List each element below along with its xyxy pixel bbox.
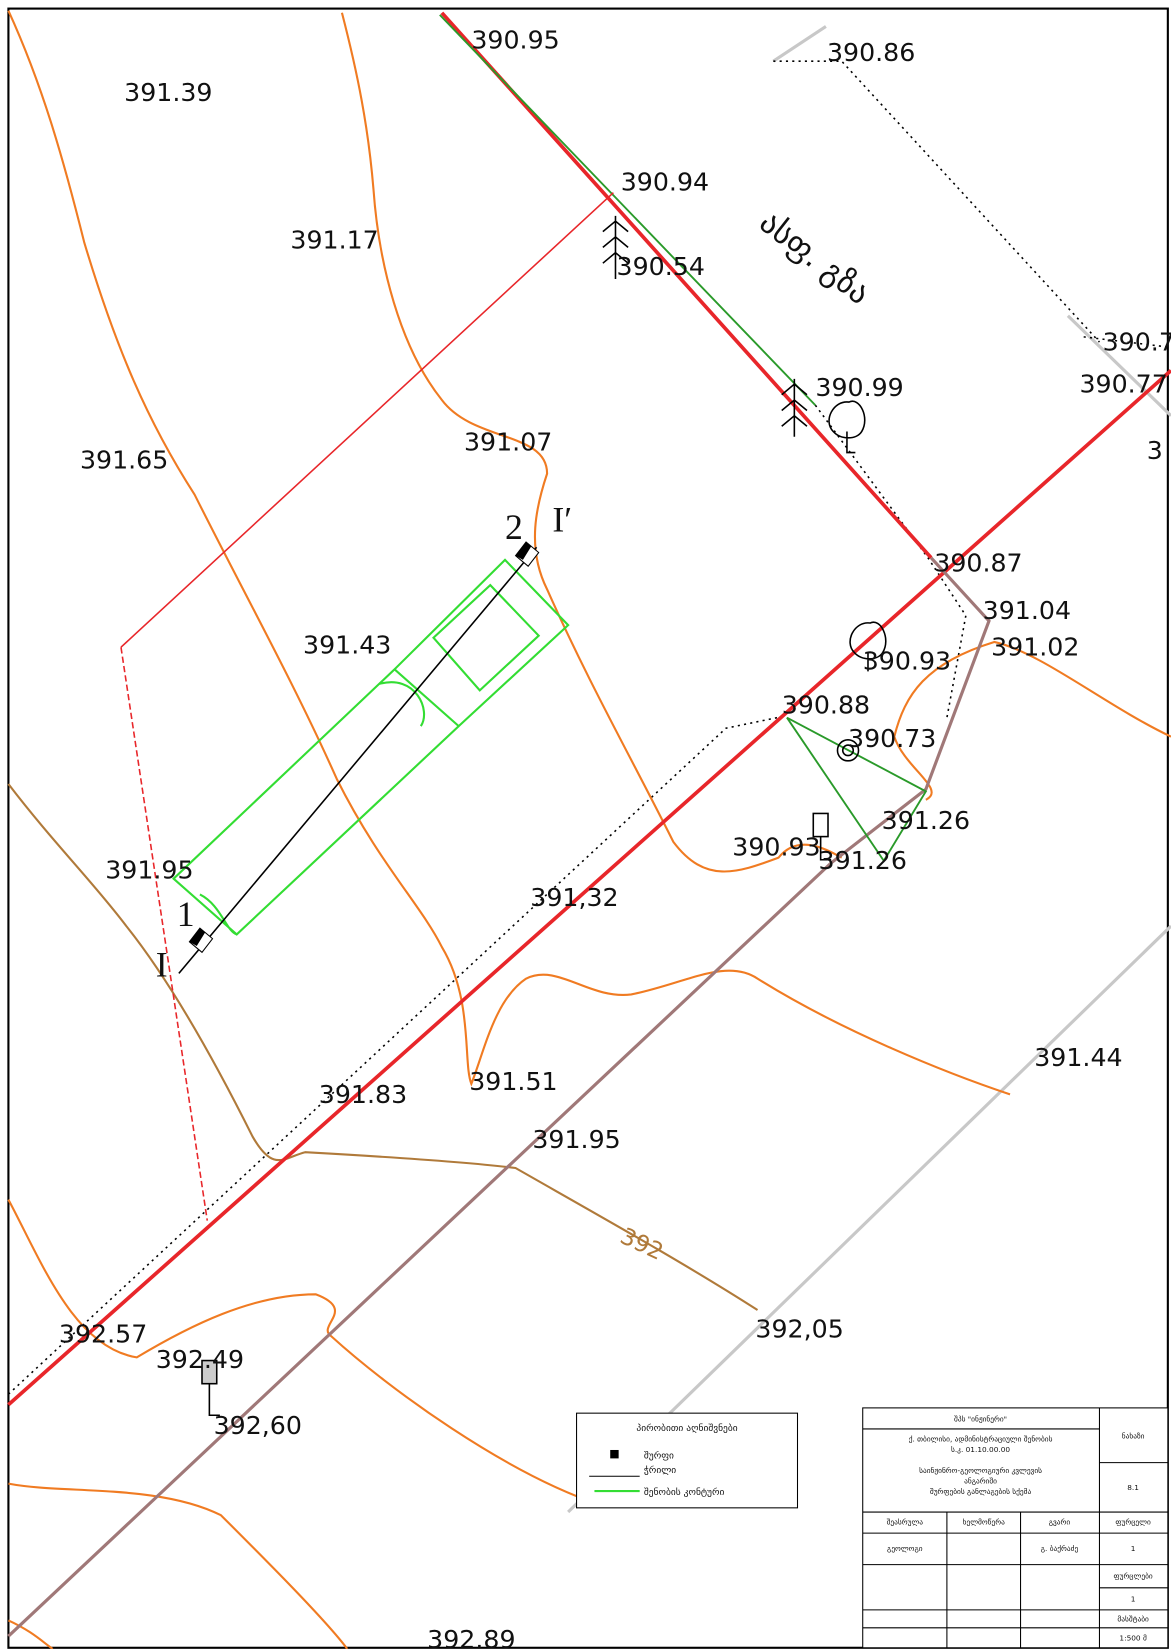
elevation-label: 390.88 [782, 691, 870, 720]
elevation-label: 390.73 [848, 724, 936, 753]
pit [189, 542, 538, 952]
road-edge [568, 26, 1171, 1512]
sheets-label: ფურცლები [1114, 1571, 1153, 1580]
project-line: შურფების განლაგების სქემა [930, 1487, 1032, 1496]
elevation-label: 391.44 [1034, 1043, 1122, 1072]
page: {"map":{ "road_name":"ასფ. გზა", "contou… [0, 0, 1171, 1649]
elevation-label: 390.99 [815, 373, 903, 402]
elevation-label: 390.93 [732, 833, 820, 862]
section-label: I′ [552, 499, 572, 539]
point-label: 2 [505, 507, 523, 547]
sheet: 1 [1131, 1544, 1136, 1553]
pit-fill [189, 542, 531, 946]
elevation-label: 391.04 [983, 596, 1071, 625]
legend-item: ჭრილი [644, 1465, 676, 1476]
company: შპს "ინჟინერი" [954, 1415, 1007, 1424]
sheet-no: 8.1 [1127, 1483, 1139, 1492]
scale-label: მასშტაბი [1117, 1614, 1149, 1623]
executor: გეოლოგი [887, 1544, 923, 1553]
elevation-label: 391.17 [290, 225, 378, 254]
elevation-label: 391.83 [319, 1080, 407, 1109]
elevation-label: 392,05 [755, 1314, 843, 1343]
dotted-line [8, 61, 1171, 1394]
row-label: შეასრულა [887, 1518, 924, 1527]
elevation-label: 392.89 [427, 1625, 515, 1649]
elevation-label: 391.65 [80, 445, 168, 474]
scale: 1:500 მ [1119, 1633, 1147, 1642]
elevation-label: 392.57 [59, 1320, 147, 1349]
building [174, 560, 569, 935]
project-line: ს.კ. 01.10.00.00 [951, 1445, 1010, 1454]
project-line: საინჟინრო-გეოლოგიური კვლევის [919, 1466, 1042, 1475]
elevation-label: 391.39 [124, 78, 212, 107]
legend-item: შურფი [644, 1450, 674, 1461]
elevation-label: 390.77 [1079, 370, 1167, 399]
title-block [863, 1408, 1168, 1648]
elevation-label: 390.93 [863, 646, 951, 675]
elevation-label: 3 [1147, 436, 1163, 465]
elevation-label: 391.26 [819, 846, 907, 875]
parcel [121, 193, 613, 648]
legend-item: შენობის კონტური [644, 1487, 725, 1498]
elevation-label: 390.94 [621, 168, 709, 197]
project-line: ქ. თბილისი, ადმინისტრაციული შენობის [909, 1435, 1053, 1444]
elevation-label: 390.95 [471, 26, 559, 55]
row-label: ხელმოწერა [963, 1518, 1005, 1527]
elevation-label: 392,60 [214, 1411, 302, 1440]
road-boundary [8, 13, 1171, 1405]
elevation-label: 391.51 [469, 1067, 557, 1096]
elevation-label: 390.7 [1103, 328, 1171, 357]
elevation-label: 391.07 [464, 427, 552, 456]
elevation-label: 391.02 [991, 633, 1079, 662]
elevation-label: 392.49 [156, 1345, 244, 1374]
elevation-label: 390.86 [827, 38, 915, 67]
point-label: 1 [177, 894, 195, 934]
elevation-label: 391.95 [105, 856, 193, 885]
elevation-label: 391,32 [530, 883, 618, 912]
elevation-label: 391.95 [532, 1125, 620, 1154]
project-line: ანგარიში [964, 1477, 997, 1486]
legend-pit [610, 1450, 618, 1458]
legend: პირობითი აღნიშვნები შურფი ჭრილი შენობის … [577, 1413, 798, 1508]
elevation-label: 390.87 [934, 548, 1022, 577]
frame [8, 9, 1167, 1648]
section-line [179, 547, 537, 973]
row-label: გვარი [1049, 1518, 1071, 1527]
surname: გ. ბაქრაძე [1041, 1544, 1079, 1553]
sheet-label: ნახაზი [1122, 1431, 1145, 1440]
sheets: 1 [1131, 1594, 1136, 1603]
elevation-label: 391.43 [303, 631, 391, 660]
row-label: ფურცელი [1115, 1518, 1151, 1527]
section-label: I [156, 945, 168, 985]
legend-title: პირობითი აღნიშვნები [636, 1423, 737, 1434]
contour-label: 392 [616, 1224, 667, 1266]
map-lines [8, 9, 1171, 1649]
elevation-label: 391.26 [882, 806, 970, 835]
road-name: ასფ. გზა [753, 204, 877, 312]
map: ასფ. გზა 392 2 I′ 1 I 391.39 390.95 390.86… [0, 0, 1171, 1649]
brown-line [8, 558, 989, 1636]
green-line [440, 15, 816, 405]
elevation-label: 390.54 [617, 252, 705, 281]
contour [8, 11, 1171, 1649]
